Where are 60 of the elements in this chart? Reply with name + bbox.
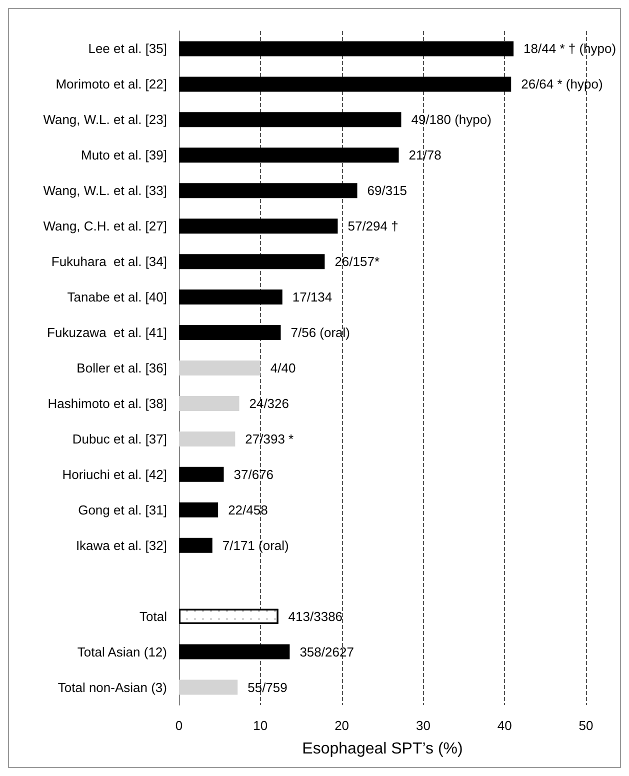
data-label: 26/157* (334, 254, 380, 270)
y-tick-label: Total Asian (12) (77, 644, 167, 660)
bar (179, 431, 236, 446)
y-tick-label: Total (140, 608, 168, 624)
bar (179, 41, 514, 56)
data-label: 22/458 (228, 502, 268, 518)
y-tick-label: Horiuchi et al. [42] (62, 466, 167, 482)
y-tick-label: Ikawa et al. [32] (76, 538, 167, 553)
y-tick-label: Gong et al. [31] (78, 502, 167, 518)
bar (179, 112, 402, 128)
data-label: 7/171 (oral) (222, 538, 289, 553)
bar (179, 502, 218, 518)
y-tick-label: Hashimoto et al. [38] (48, 396, 167, 411)
data-label: 69/315 (367, 183, 408, 198)
x-tick-label: 10 (253, 718, 268, 733)
data-label: 37/676 (234, 466, 274, 482)
y-tick-label: Wang, C.H. et al. [27] (43, 218, 167, 234)
bar (179, 218, 338, 234)
bar (179, 680, 238, 695)
bar (179, 148, 399, 163)
bar (179, 466, 224, 482)
y-tick-label: Lee et al. [35] (88, 41, 167, 56)
x-axis-title: Esophageal SPT’s (%) (302, 740, 463, 758)
bar (179, 396, 240, 411)
y-tick-label: Fukuzawa et al. [41] (47, 325, 167, 340)
bar (179, 183, 358, 198)
bar (179, 290, 282, 305)
data-label: 18/44 * † (hypo) (524, 41, 616, 56)
data-label: 17/134 (292, 290, 332, 305)
x-tick-label: 40 (497, 718, 512, 733)
y-tick-label: Dubuc et al. [37] (72, 431, 167, 446)
y-tick-label: Wang, W.L. et al. [23] (43, 112, 167, 128)
data-label: 55/759 (248, 680, 288, 695)
bar (179, 360, 260, 376)
data-label: 4/40 (270, 360, 296, 376)
x-tick-label: 50 (578, 718, 594, 733)
data-label: 27/393 * (245, 431, 294, 446)
bar (179, 644, 290, 660)
data-label: 358/2627 (300, 644, 354, 660)
y-tick-label: Wang, W.L. et al. [33] (43, 183, 167, 198)
y-tick-label: Muto et al. [39] (81, 148, 167, 163)
y-tick-label: Morimoto et al. [22] (56, 76, 167, 92)
x-tick-label: 0 (175, 718, 183, 733)
data-label: 24/326 (249, 396, 289, 411)
bar (179, 325, 281, 340)
data-label: 21/78 (408, 148, 442, 163)
bar (179, 76, 512, 92)
data-label: 413/3386 (288, 608, 343, 624)
data-label: 57/294 † (348, 218, 398, 234)
y-tick-label: Boller et al. [36] (76, 360, 167, 376)
data-label: 26/64 * (hypo) (521, 76, 603, 92)
bar (179, 254, 325, 270)
x-tick-label: 20 (334, 718, 350, 733)
data-label: 7/56 (oral) (290, 325, 350, 340)
y-tick-label: Tanabe et al. [40] (67, 290, 167, 305)
y-tick-label: Fukuhara et al. [34] (51, 254, 167, 270)
bar (179, 538, 212, 553)
y-tick-label: Total non-Asian (3) (58, 680, 167, 695)
x-tick-label: 30 (416, 718, 430, 733)
data-label: 49/180 (hypo) (411, 112, 492, 128)
